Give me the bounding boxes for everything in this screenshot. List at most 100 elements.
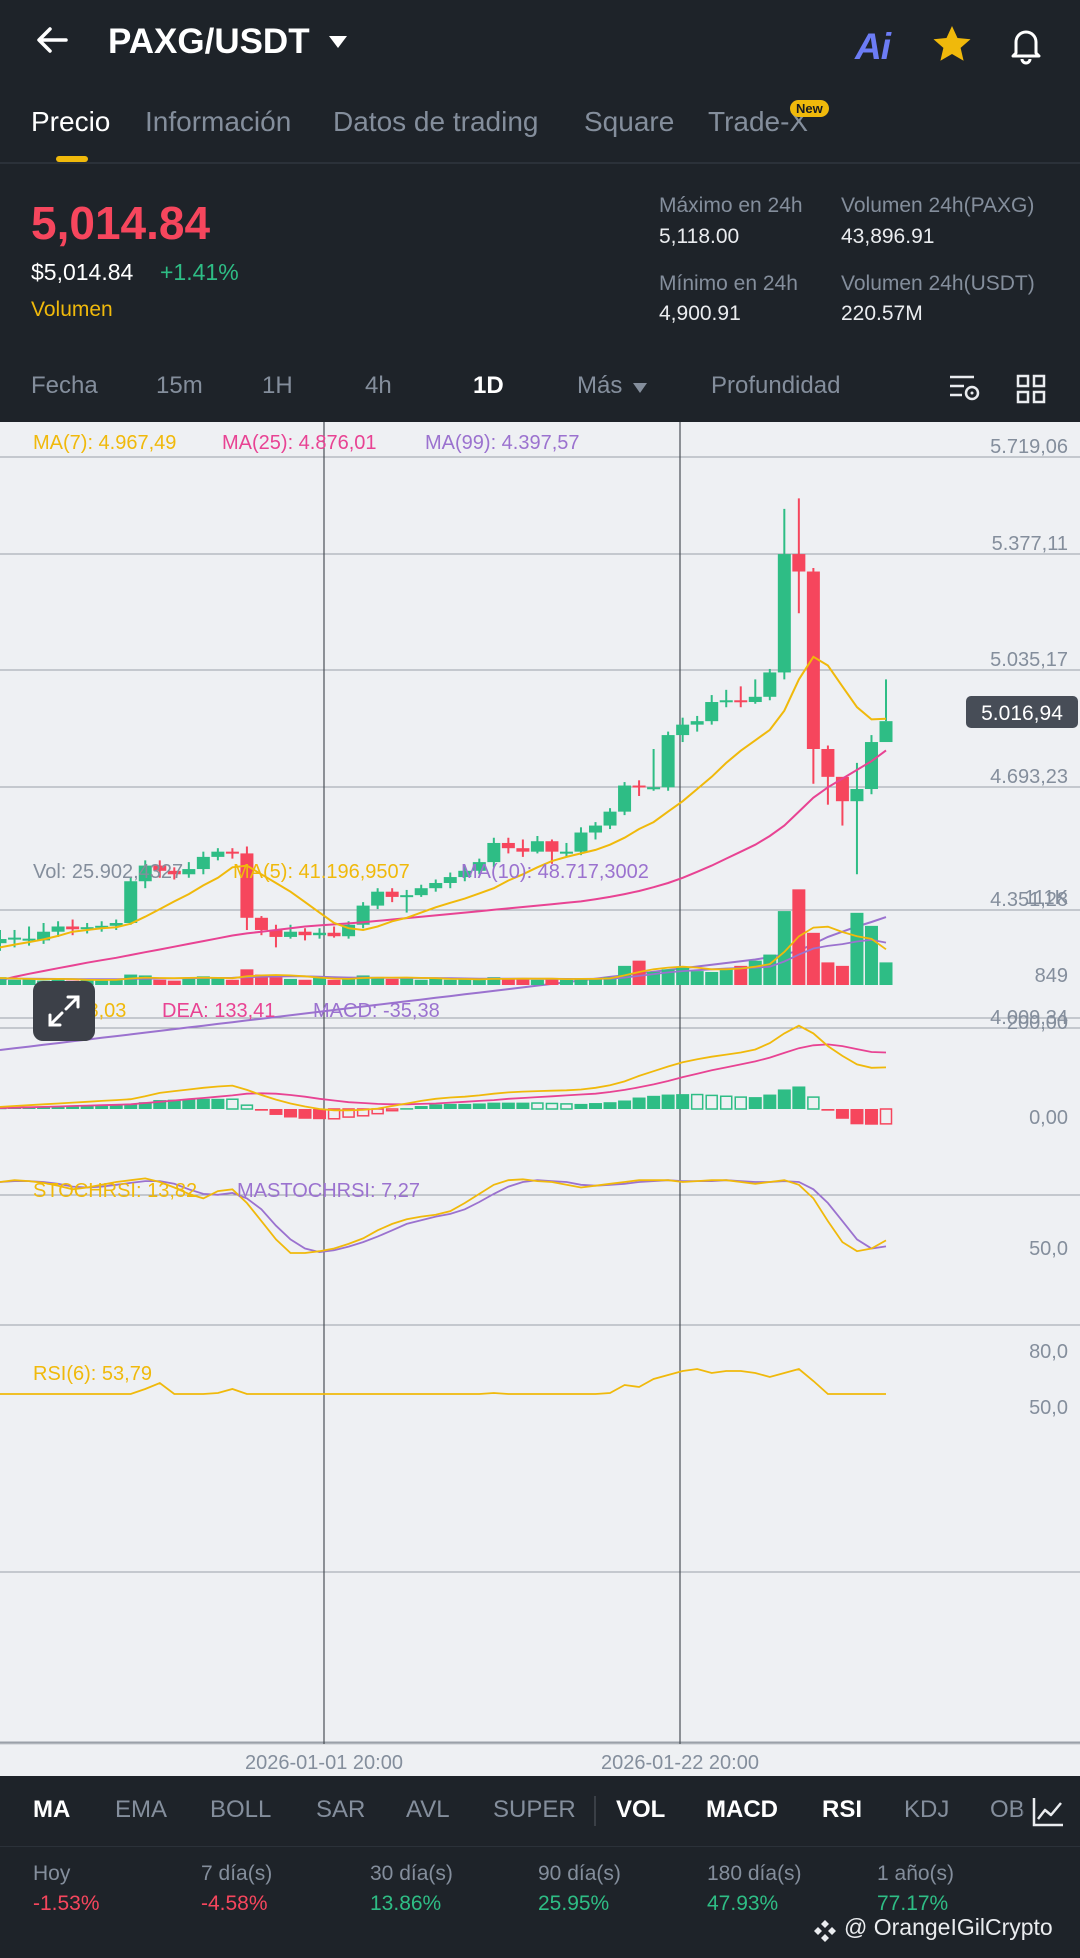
expand-icon: [48, 995, 80, 1027]
tab-datos-de-trading[interactable]: Datos de trading: [333, 106, 539, 137]
macd-histogram-bar: [400, 1108, 414, 1110]
indicator-avl[interactable]: AVL: [406, 1796, 450, 1823]
macd-histogram-bar: [734, 1096, 748, 1110]
macd-histogram-bar: [777, 1089, 791, 1109]
macd-histogram-bar: [458, 1103, 472, 1109]
perf-label-180d: 180 día(s): [707, 1862, 802, 1885]
chart-indicator-icon[interactable]: [1031, 1796, 1065, 1828]
new-badge: New: [790, 100, 829, 117]
perf-value-1y: 77.17%: [877, 1892, 949, 1915]
caret-down-icon[interactable]: [632, 382, 648, 394]
candle-body: [618, 785, 632, 812]
macd-histogram-bar: [182, 1099, 196, 1109]
indicator-rsi[interactable]: RSI: [822, 1796, 863, 1823]
volume-legend: Vol: 25.902,4327: [33, 861, 183, 883]
candle-body: [182, 869, 196, 875]
macd-histogram-bar: [531, 1102, 544, 1110]
macd-histogram-bar: [879, 1108, 893, 1125]
indicator-ob[interactable]: OB: [990, 1796, 1025, 1823]
indicator-super[interactable]: SUPER: [493, 1796, 576, 1823]
chart-settings-icon[interactable]: [948, 372, 982, 404]
candle-body: [734, 700, 748, 703]
candle-body: [109, 923, 123, 926]
candle-body: [879, 721, 893, 743]
bell-icon[interactable]: [1004, 22, 1048, 66]
tab-informacion[interactable]: Información: [145, 106, 292, 137]
macd-histogram-bar: [313, 1109, 327, 1120]
pair-selector[interactable]: PAXG/USDT: [108, 22, 310, 61]
candlestick-chart[interactable]: 5.719,06 5.377,11 5.035,17 4.693,23 4.351,28…: [0, 422, 1080, 1776]
macd-histogram-bar: [763, 1094, 777, 1109]
timeframe-depth[interactable]: Profundidad: [711, 372, 841, 399]
star-icon[interactable]: [930, 22, 974, 66]
price-tick-label: 4.693,23: [990, 766, 1068, 788]
timeframe-15m[interactable]: 15m: [156, 372, 203, 399]
candle-body: [574, 832, 588, 852]
tab-square[interactable]: Square: [584, 106, 675, 137]
active-tab-indicator: [56, 156, 88, 162]
volume-bar: [167, 980, 181, 985]
volume-bar: [501, 978, 515, 985]
volume-bar: [356, 975, 370, 985]
perf-value-today: -1.53%: [33, 1892, 100, 1915]
price-tick-label: 4.009,34: [990, 1007, 1068, 1029]
macd-histogram-bar: [589, 1103, 603, 1109]
volume-bar: [313, 978, 327, 985]
macd-histogram-bar: [792, 1086, 806, 1109]
ai-assistant-button[interactable]: Ai: [855, 26, 891, 67]
candle-body: [589, 825, 603, 833]
indicator-macd[interactable]: MACD: [706, 1796, 778, 1823]
macd-histogram-bar: [153, 1100, 167, 1109]
volume-ma5-line: [0, 925, 887, 981]
macd-histogram-bar: [211, 1098, 225, 1109]
candle-body: [559, 851, 573, 854]
volume-tick-label: 111K: [1024, 887, 1068, 909]
candle-body: [66, 926, 80, 930]
indicator-fade: [1022, 1784, 1080, 1838]
chart-panel[interactable]: [0, 422, 1080, 1776]
volume-ma5-legend: MA(5): 41.196,9507: [233, 861, 410, 883]
volume-bar: [342, 977, 356, 985]
volume-bar: [153, 979, 167, 985]
macd-histogram-bar: [603, 1102, 617, 1109]
layout-grid-icon[interactable]: [1016, 374, 1046, 404]
arrow-left-icon[interactable]: [30, 18, 74, 62]
price-change: +1.41%: [160, 259, 239, 285]
indicator-kdj[interactable]: KDJ: [904, 1796, 950, 1823]
candle-body: [487, 842, 501, 863]
macd-tick-label: 0,00: [1029, 1107, 1068, 1129]
divider: [0, 162, 1080, 164]
stochrsi-legend: STOCHRSI: 13,82: [33, 1180, 197, 1202]
macd-histogram-bar: [80, 1105, 94, 1109]
indicator-vol[interactable]: VOL: [616, 1796, 666, 1823]
macd-legend: MACD: -35,38: [313, 1000, 440, 1022]
macd-histogram-bar: [748, 1097, 762, 1109]
expand-chart-button[interactable]: [33, 981, 95, 1041]
rsi-line: [0, 1368, 886, 1395]
indicator-boll[interactable]: BOLL: [210, 1796, 272, 1823]
indicator-ma[interactable]: MA: [33, 1796, 71, 1823]
timeframe-1h[interactable]: 1H: [262, 372, 293, 399]
indicator-sar[interactable]: SAR: [316, 1796, 366, 1823]
candle-body: [429, 882, 443, 889]
price-tick-label: 5.035,17: [990, 649, 1068, 671]
perf-label-today: Hoy: [33, 1862, 71, 1885]
tab-precio[interactable]: Precio: [31, 106, 111, 137]
indicator-ema[interactable]: EMA: [115, 1796, 168, 1823]
macd-histogram-bar: [705, 1094, 718, 1110]
candle-body: [763, 672, 777, 697]
volume-link[interactable]: Volumen: [31, 298, 113, 321]
candle-body: [676, 724, 690, 736]
timeframe-1d[interactable]: 1D: [473, 372, 504, 399]
candle-body: [719, 700, 733, 703]
ma99-line: [0, 916, 887, 1051]
volume-bar: [0, 977, 7, 985]
macd-histogram-bar: [342, 1108, 355, 1118]
ma7-line: [0, 655, 887, 949]
macd-histogram-bar: [618, 1100, 632, 1109]
caret-down-icon[interactable]: [327, 34, 349, 50]
candle-body: [603, 811, 617, 826]
timeframe-4h[interactable]: 4h: [365, 372, 392, 399]
timeframe-more[interactable]: Más: [577, 372, 623, 399]
timeframe-fecha[interactable]: Fecha: [31, 372, 98, 399]
